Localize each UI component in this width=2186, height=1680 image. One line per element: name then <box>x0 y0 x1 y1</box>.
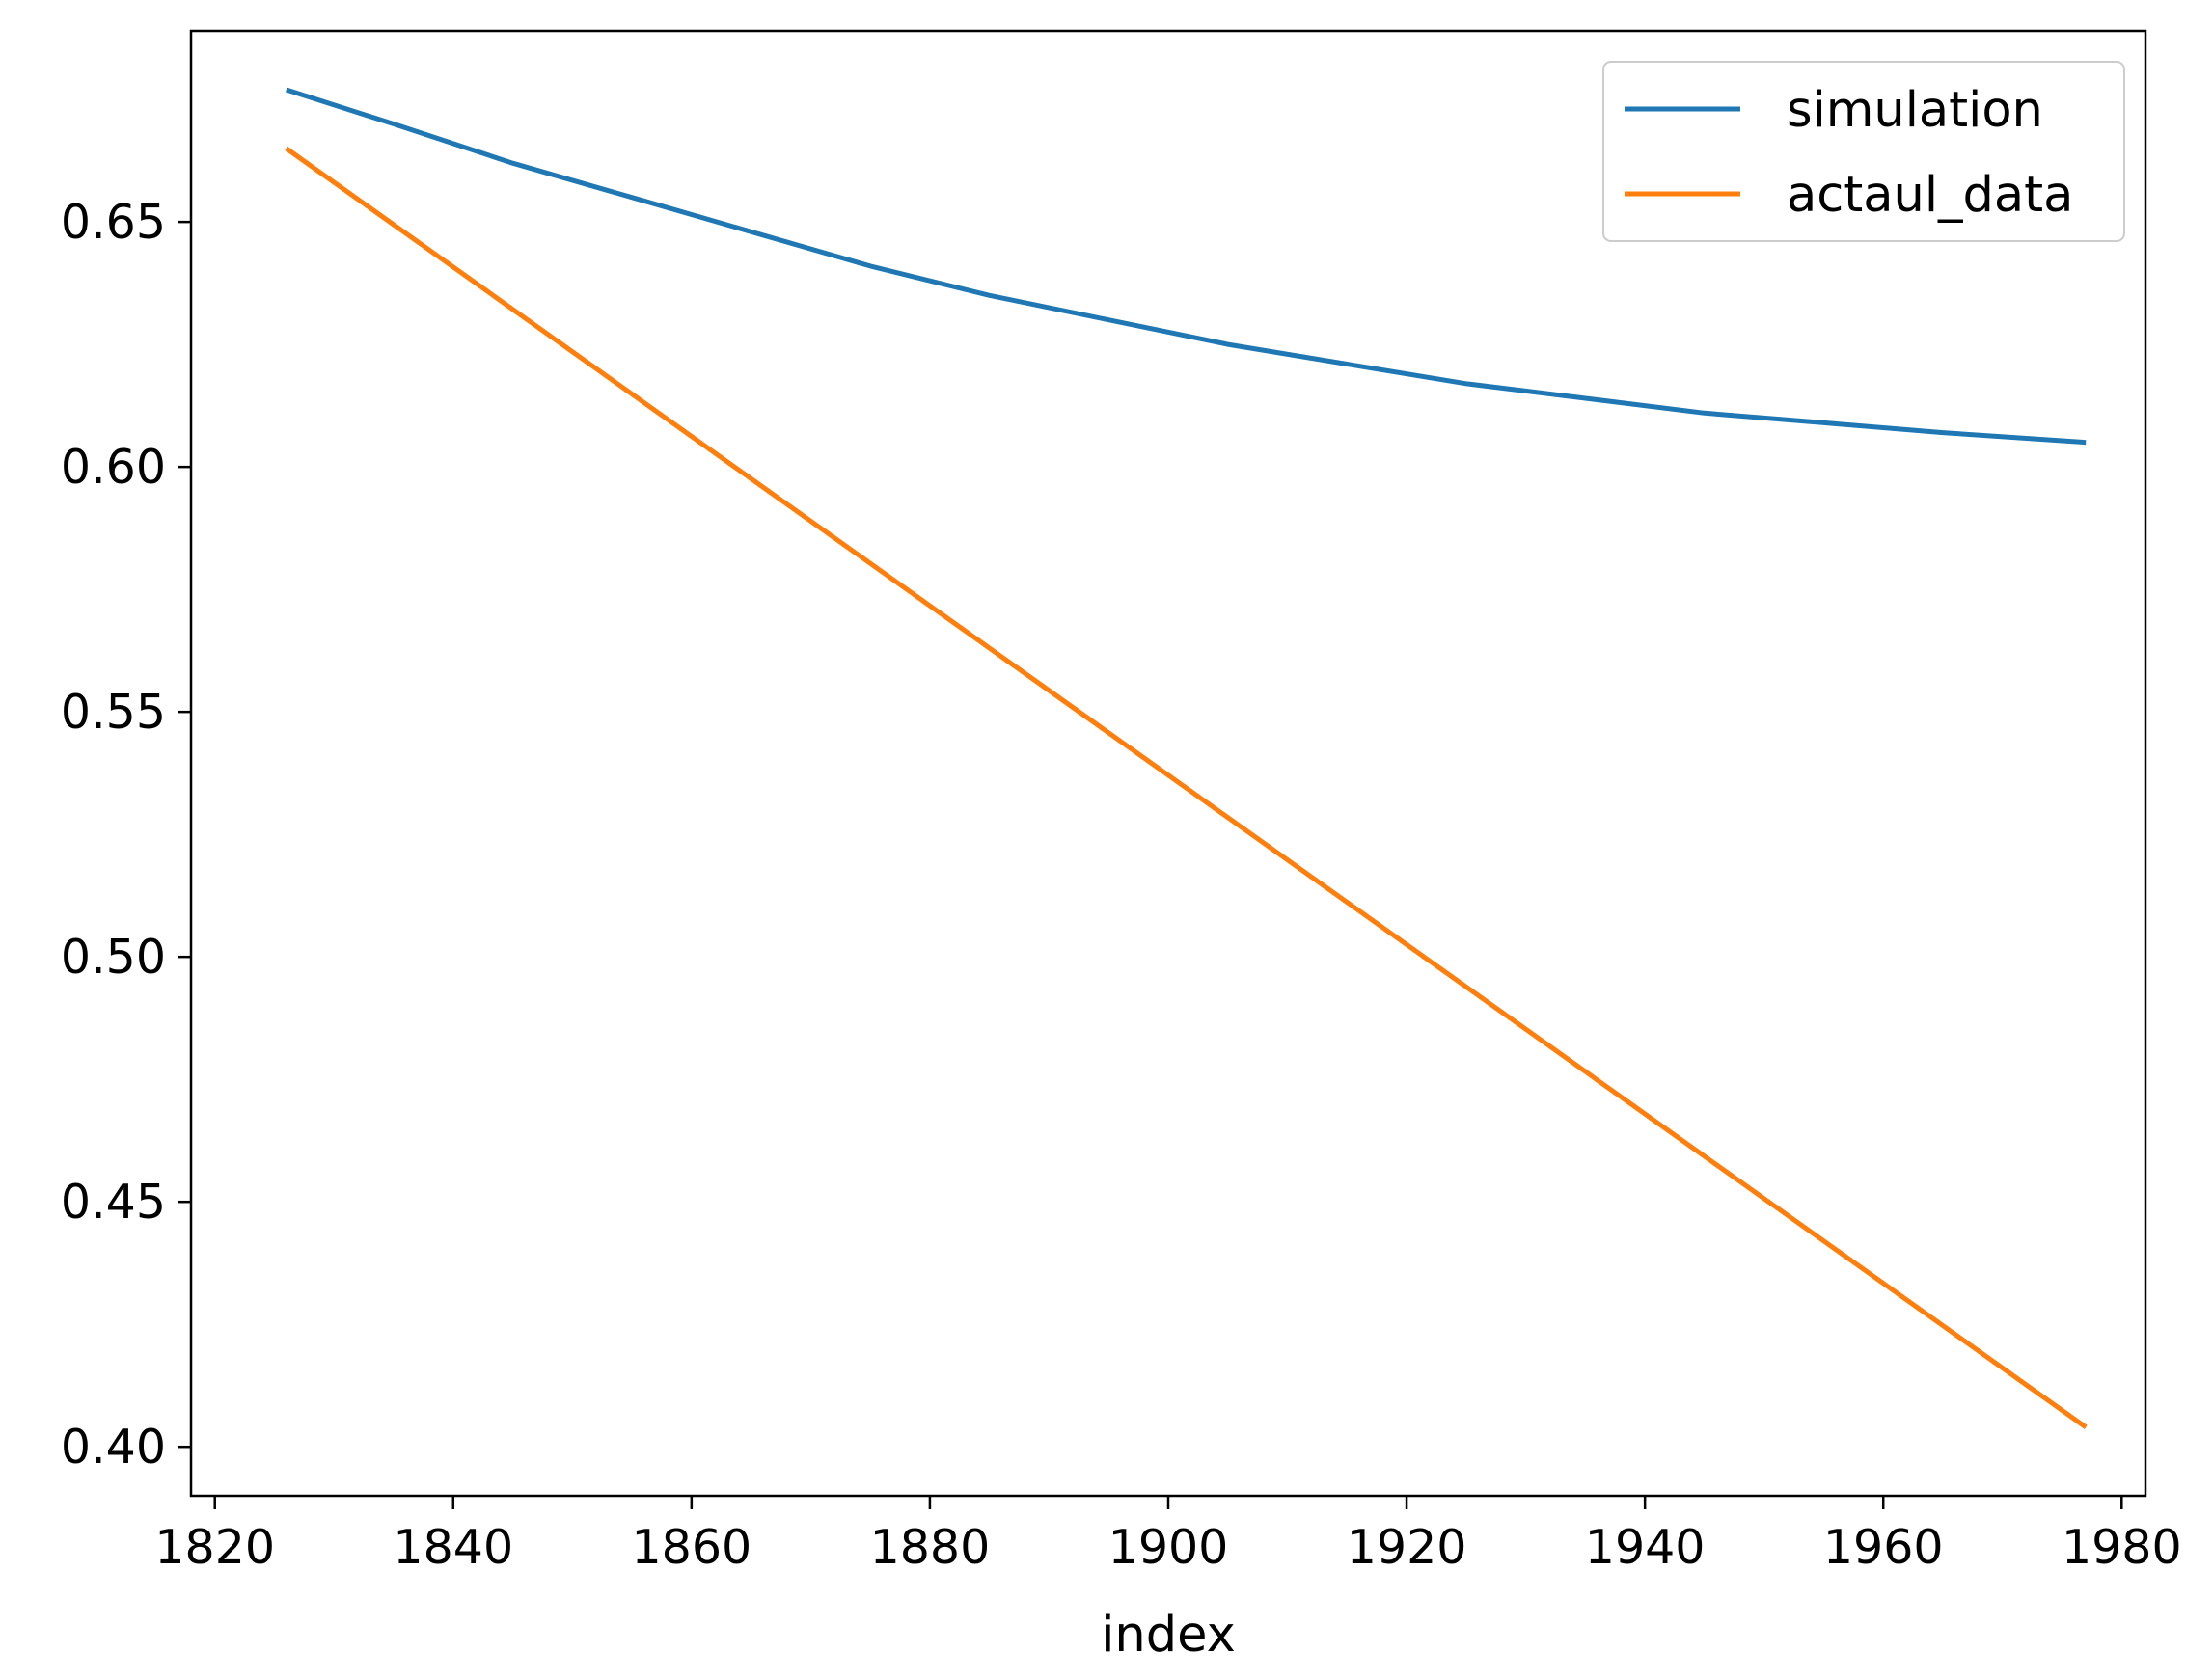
x-axis-ticks: 1820 1840 1860 1880 1900 1920 1940 1960 1980 <box>154 1496 2182 1575</box>
legend: simulation actaul_data <box>1602 61 2125 242</box>
y-tick-label: 0.45 <box>61 1175 166 1230</box>
x-tick-label: 1860 <box>632 1520 752 1575</box>
y-axis-ticks: 0.40 0.45 0.50 0.55 0.60 0.65 <box>61 195 191 1475</box>
x-tick-label: 1880 <box>870 1520 991 1575</box>
x-tick-label: 1900 <box>1108 1520 1229 1575</box>
legend-label-simulation: simulation <box>1787 82 2043 139</box>
x-axis-label: index <box>1101 1607 1236 1664</box>
x-tick-label: 1820 <box>154 1520 275 1575</box>
y-tick-label: 0.55 <box>61 685 166 740</box>
y-tick-label: 0.60 <box>61 440 166 495</box>
series-line-actaul-data <box>285 146 2088 1429</box>
y-tick-label: 0.40 <box>61 1420 166 1475</box>
series-layer <box>285 87 2088 1429</box>
series-line-simulation <box>286 87 2087 446</box>
x-tick-label: 1840 <box>393 1520 513 1575</box>
y-tick-label: 0.50 <box>61 930 166 985</box>
plot-area <box>189 29 2147 1498</box>
legend-label-actaul-data: actaul_data <box>1787 167 2073 224</box>
x-tick-label: 1940 <box>1585 1520 1706 1575</box>
y-tick-label: 0.65 <box>61 195 166 250</box>
x-tick-label: 1920 <box>1347 1520 1467 1575</box>
legend-items: simulation actaul_data <box>1625 82 2073 224</box>
x-tick-label: 1960 <box>1823 1520 1944 1575</box>
x-tick-label: 1980 <box>2062 1520 2182 1575</box>
